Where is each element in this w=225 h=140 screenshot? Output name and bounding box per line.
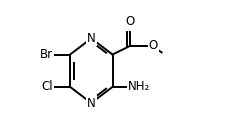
- Text: Br: Br: [40, 48, 53, 61]
- Text: O: O: [125, 15, 134, 28]
- Text: Cl: Cl: [42, 80, 53, 93]
- Text: N: N: [87, 97, 95, 109]
- Text: O: O: [148, 39, 157, 52]
- Text: NH₂: NH₂: [127, 80, 149, 93]
- Text: N: N: [87, 32, 95, 45]
